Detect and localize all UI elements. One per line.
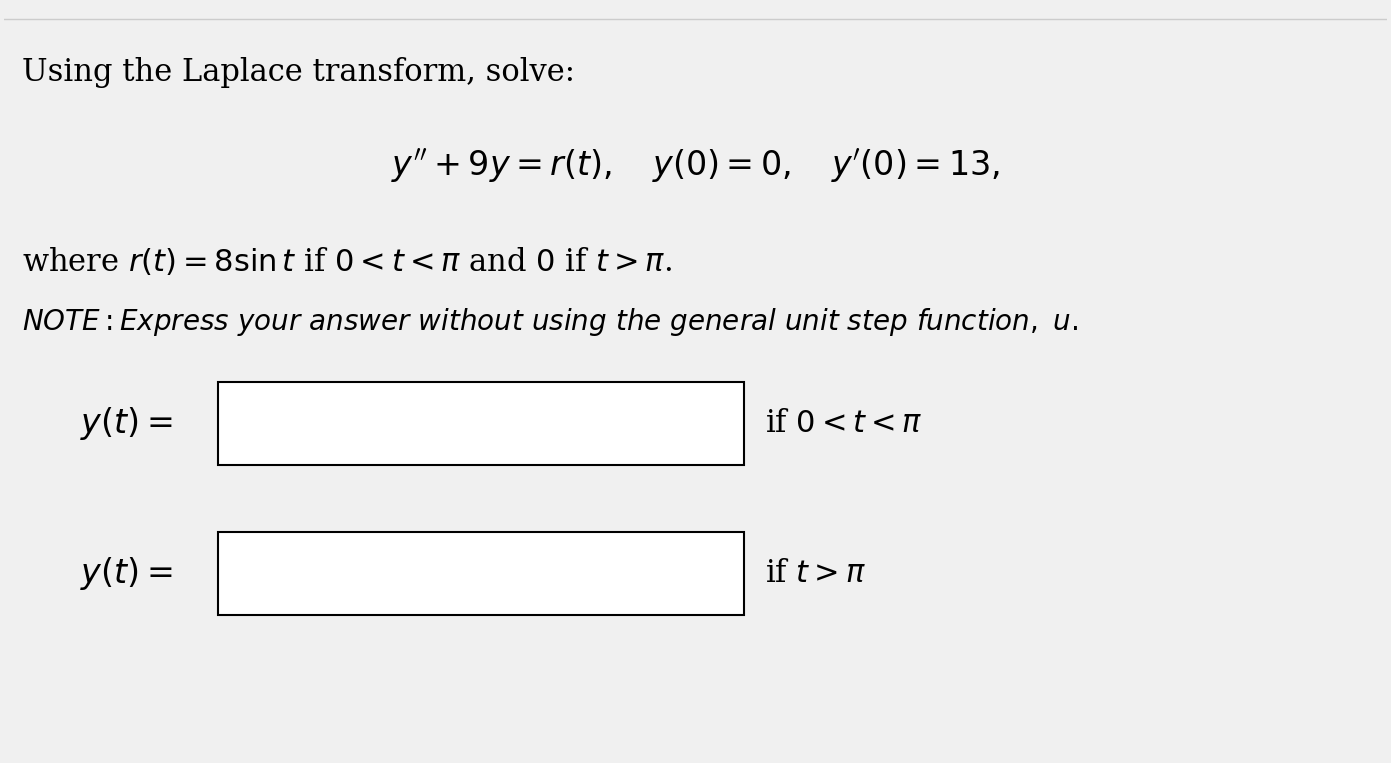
Text: if $0 < t < \pi$: if $0 < t < \pi$ [765,407,922,439]
Text: if $t > \pi$: if $t > \pi$ [765,559,865,590]
Text: $\it{NOTE: Express\ your\ answer\ without\ using\ the\ general\ unit\ step\ func: $\it{NOTE: Express\ your\ answer\ withou… [22,306,1078,338]
Text: where $r(t) = 8\sin t$ if $0 < t < \pi$ and $0$ if $t > \pi$.: where $r(t) = 8\sin t$ if $0 < t < \pi$ … [22,246,672,278]
Text: $y'' + 9y = r(t), \quad y(0) = 0, \quad y'(0) = 13,$: $y'' + 9y = r(t), \quad y(0) = 0, \quad … [391,147,1000,185]
Text: Using the Laplace transform, solve:: Using the Laplace transform, solve: [22,57,574,88]
FancyBboxPatch shape [218,382,744,465]
FancyBboxPatch shape [218,533,744,616]
Text: $y(t) =$: $y(t) =$ [81,404,172,442]
Text: $y(t) =$: $y(t) =$ [81,555,172,592]
